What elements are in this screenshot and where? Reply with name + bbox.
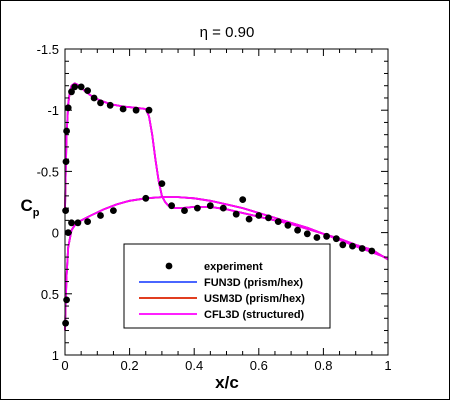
x-tick-label: 1	[384, 358, 391, 373]
experiment-point	[255, 212, 263, 219]
experiment-point	[90, 94, 98, 102]
y-tick-label: -1.5	[37, 42, 59, 57]
experiment-point	[158, 180, 166, 188]
y-tick-label: -1	[47, 103, 59, 118]
experiment-point	[62, 319, 69, 327]
experiment-point	[119, 105, 127, 113]
y-tick-label: 0	[52, 226, 59, 241]
experiment-point	[132, 106, 140, 114]
legend-label: experiment	[204, 261, 263, 273]
experiment-point	[284, 221, 292, 229]
experiment-point	[106, 101, 114, 109]
experiment-point	[368, 247, 376, 255]
legend-label: USM3D (prism/hex)	[204, 293, 305, 305]
x-tick-label: 0	[61, 358, 68, 373]
y-tick-label: 1	[52, 348, 59, 363]
x-tick-label: 0.4	[185, 358, 203, 373]
experiment-point	[332, 235, 340, 243]
experiment-point	[358, 245, 366, 252]
experiment-point	[181, 207, 188, 215]
y-tick-label: 0.5	[41, 287, 59, 302]
experiment-point	[77, 83, 85, 91]
experiment-point	[84, 218, 91, 226]
experiment-point	[142, 194, 150, 202]
chart-title: η = 0.90	[200, 24, 255, 41]
experiment-point	[349, 242, 356, 250]
experiment-point	[110, 207, 117, 215]
experiment-point	[294, 226, 301, 234]
experiment-point	[68, 88, 75, 96]
experiment-point	[145, 106, 153, 114]
series-line-1	[64, 82, 389, 261]
experiment-point	[68, 219, 75, 227]
experiment-point	[265, 214, 272, 222]
experiment-point	[63, 296, 70, 304]
x-axis-label: x/c	[215, 373, 239, 392]
x-tick-label: 0.8	[314, 358, 332, 373]
experiment-point	[62, 158, 70, 166]
experiment-point	[97, 212, 104, 219]
experiment-point	[206, 202, 214, 210]
legend-marker-experiment	[165, 262, 173, 270]
legend-label: CFL3D (structured)	[204, 309, 305, 321]
x-tick-label: 0.6	[250, 358, 268, 373]
x-tick-label: 0.2	[121, 358, 139, 373]
legend-label: FUN3D (prism/hex)	[204, 277, 303, 289]
y-tick-label: -0.5	[37, 164, 59, 179]
experiment-point	[64, 104, 72, 112]
experiment-point	[239, 196, 247, 204]
experiment-point	[232, 210, 240, 218]
series-line-3	[64, 82, 389, 261]
series-line-6	[64, 196, 389, 331]
legend: experiment FUN3D (prism/hex) USM3D (prism/…	[123, 243, 331, 329]
plot-series	[62, 82, 389, 331]
y-axis-label: Cp	[20, 196, 39, 219]
experiment-point	[62, 207, 69, 215]
y-axis-label-main: C	[20, 196, 32, 215]
series-line-2	[64, 82, 389, 261]
experiment-point	[74, 219, 82, 227]
experiment-point	[84, 87, 91, 94]
experiment-point	[313, 234, 321, 241]
experiment-point	[303, 230, 311, 238]
experiment-point	[245, 215, 253, 223]
experiment-point	[194, 204, 201, 212]
experiment-point	[71, 83, 79, 91]
experiment-point	[323, 232, 330, 240]
experiment-point	[168, 202, 176, 210]
experiment-point	[274, 218, 282, 226]
experiment-point	[339, 241, 347, 249]
y-axis-label-text: Cp	[20, 196, 39, 219]
experiment-point	[63, 127, 70, 135]
experiment-point	[97, 99, 104, 107]
experiment-point	[219, 204, 227, 212]
y-axis-label-subscript: p	[33, 207, 40, 219]
axes: 0 0.2 0.4 0.6 0.8 1 -1.5 -1 -0.5 0 0.5 1	[37, 42, 392, 373]
